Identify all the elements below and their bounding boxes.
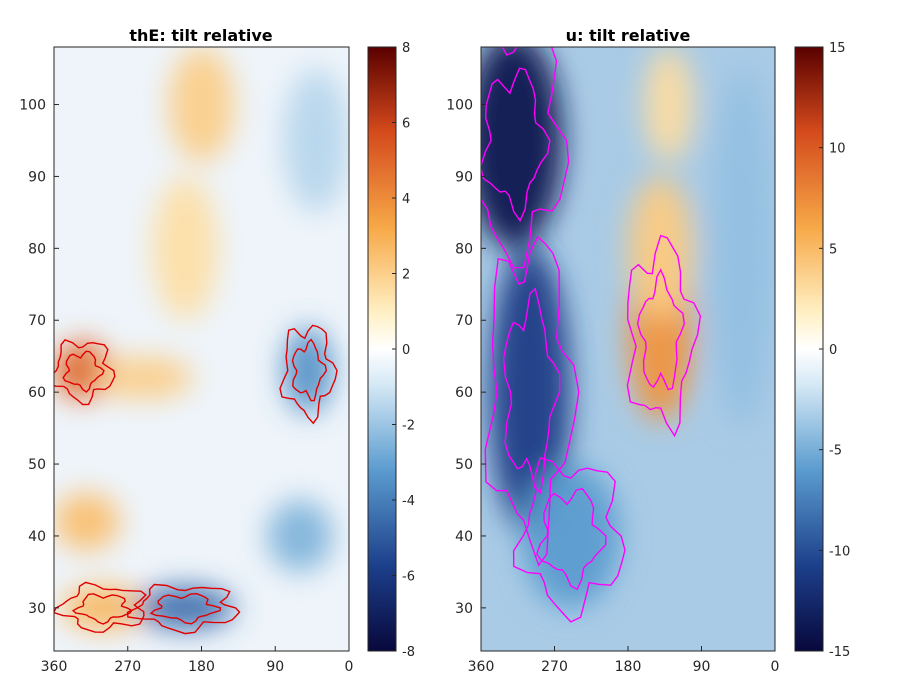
panel-the-contour-5-1	[71, 593, 133, 625]
panel-u-contour-2-0	[626, 234, 702, 438]
panel-u-colorbar: -15 -10 -5 0 5 10 15	[794, 41, 850, 660]
panel-the-y-tick-label: 70	[28, 313, 46, 329]
panel-u-x-tick-label: 270	[541, 659, 568, 675]
panel-u-blob-6	[521, 464, 620, 608]
panel-u-blob-1	[489, 248, 571, 536]
panel-u-field	[481, 47, 775, 608]
panel-u-colorbar-tick-label: 10	[829, 142, 846, 157]
panel-u-blob-0	[481, 47, 563, 249]
panel-the-y-tick-label: 80	[28, 241, 46, 257]
panel-u-colorbar-tick-label: 15	[829, 41, 846, 56]
panel-the-colorbar-tick-label: -8	[402, 645, 415, 660]
panel-the-x-tick-label: 360	[41, 659, 68, 675]
panel-u-contour-1-0	[484, 235, 580, 567]
panel-u-colorbar-tick-label: -5	[829, 444, 842, 459]
panel-u-colorbar-tick-label: 5	[829, 242, 837, 257]
panel-the-colorbar-tick-label: 8	[402, 41, 410, 56]
panel-u-contours	[481, 47, 702, 623]
panel-u-y-tick-label: 50	[455, 457, 473, 473]
panel-the-x-tick-label: 0	[345, 659, 354, 675]
panel-u: u: tilt relative 360 270 180 90 0 3040506070…	[446, 26, 850, 675]
panel-the-x-ticks: 360 270 180 90 0	[41, 646, 354, 675]
panel-u-y-tick-label: 100	[446, 98, 473, 114]
panel-u-colorbar-bar	[794, 46, 824, 652]
panel-the-colorbar-tick-label: 0	[402, 343, 410, 358]
panel-u-colorbar-tick-label: 0	[829, 343, 837, 358]
panel-the-contour-7-0	[279, 324, 338, 425]
panel-u-blob-3	[628, 176, 694, 321]
panel-the-y-ticks: 30 40 50 60 70 80 90 100	[19, 98, 59, 617]
panel-u-y-tick-label: 90	[455, 169, 473, 185]
panel-the-blob-5	[62, 586, 145, 630]
panel-u-x-ticks: 360 270 180 90 0	[468, 646, 780, 675]
panel-the-field	[54, 47, 349, 630]
panel-the-contour-0-0	[54, 338, 116, 406]
panel-the-y-tick-label: 60	[28, 385, 46, 401]
panel-u-x-tick-label: 90	[693, 659, 711, 675]
panel-the-contour-6-0	[126, 583, 241, 635]
panel-the-y-tick-label: 40	[28, 529, 46, 545]
panel-the-x-tick-label: 90	[266, 659, 284, 675]
panel-u-contour-6-1	[536, 488, 607, 591]
panel-the-blob-8	[267, 500, 333, 572]
panel-u-contour-2-1	[636, 268, 686, 391]
panel-the-blob-6	[135, 586, 235, 630]
panel-u-y-tick-label: 30	[455, 601, 473, 617]
panel-the-colorbar: -8 -6 -4 -2 0 2 4 6 8	[367, 41, 415, 660]
panel-the-colorbar-tick-label: 6	[402, 117, 410, 132]
panel-the-y-tick-label: 30	[28, 601, 46, 617]
panel-u-colorbar-ticks: -15 -10 -5 0 5 10 15	[819, 41, 850, 660]
panel-the-title: thE: tilt relative	[129, 26, 272, 45]
panel-u-x-tick-label: 180	[615, 659, 642, 675]
panel-u-y-ticks: 30 40 50 60 70 80 90 100	[446, 98, 486, 617]
panel-the-blob-9	[283, 68, 349, 213]
panel-the-blob-4	[54, 492, 120, 551]
panel-u-blob-4	[644, 47, 694, 163]
panel-u-contour-6-0	[512, 457, 626, 623]
panel-the-y-tick-label: 50	[28, 457, 46, 473]
panel-u-colorbar-tick-label: -15	[829, 645, 850, 660]
panel-u-x-tick-label: 0	[771, 659, 780, 675]
panel-the: thE: tilt relative 360 270 180 90 0 30405060…	[19, 26, 415, 675]
panel-the-contour-7-1	[291, 338, 328, 402]
panel-u-y-tick-label: 80	[455, 241, 473, 257]
panel-u-x-tick-label: 360	[468, 659, 495, 675]
panel-the-contour-0-1	[62, 350, 105, 393]
panel-u-y-tick-label: 60	[455, 385, 473, 401]
panel-u-colorbar-tick-label: -10	[829, 544, 850, 559]
panel-u-blob-5	[709, 68, 775, 429]
panel-the-blob-0	[54, 341, 112, 400]
panel-the-contour-6-1	[149, 592, 222, 625]
panel-u-title: u: tilt relative	[566, 26, 691, 45]
panel-the-blob-2	[168, 47, 235, 163]
panel-the-y-tick-label: 100	[19, 98, 46, 114]
panel-the-colorbar-tick-label: -4	[402, 494, 415, 509]
panel-u-y-tick-label: 70	[455, 313, 473, 329]
panel-the-blob-7	[283, 327, 333, 414]
panel-the-colorbar-ticks: -8 -6 -4 -2 0 2 4 6 8	[392, 41, 415, 660]
panel-the-colorbar-tick-label: 2	[402, 268, 410, 283]
panel-the-colorbar-tick-label: 4	[402, 192, 410, 207]
panel-the-blob-1	[94, 356, 194, 400]
panel-the-colorbar-tick-label: -2	[402, 419, 415, 434]
panel-u-contour-0-1	[481, 67, 551, 223]
panel-the-x-tick-label: 270	[114, 659, 141, 675]
panel-the-y-tick-label: 90	[28, 169, 46, 185]
panel-the-colorbar-bar	[367, 46, 397, 652]
panel-the-contours	[54, 324, 338, 635]
panel-u-contour-1-1	[502, 287, 561, 495]
panel-the-colorbar-tick-label: -6	[402, 570, 415, 585]
panel-the-blob-3	[152, 176, 218, 321]
panel-u-y-tick-label: 40	[455, 529, 473, 545]
panel-the-x-tick-label: 180	[188, 659, 215, 675]
panel-u-contour-0-0	[481, 47, 570, 269]
